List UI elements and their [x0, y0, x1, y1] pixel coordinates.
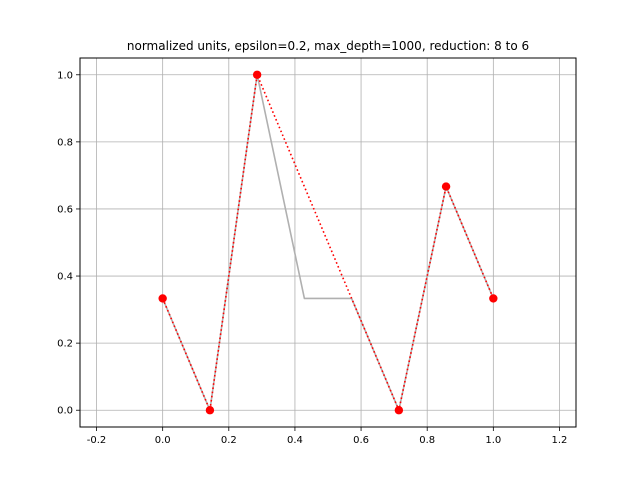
simplified-series-point	[394, 406, 404, 415]
y-tick-label: 0.8	[57, 137, 73, 148]
y-tick-label: 0.0	[57, 406, 73, 417]
grid	[80, 58, 576, 427]
y-tick-label: 1.0	[57, 70, 73, 81]
simplified-series-point	[489, 294, 498, 303]
ticks: -0.2 0.0 0.2 0.4 0.6 0.8 1.0 1.2 0.0 0.2 0.4 0.6 0.8…	[57, 70, 567, 446]
series-layer	[158, 70, 498, 415]
simplified-series-point	[252, 70, 262, 79]
y-tick-label: 0.6	[57, 204, 73, 215]
x-tick-label: 0.4	[287, 435, 303, 446]
simplified-series-line	[161, 71, 495, 414]
x-tick-label: 1.2	[552, 435, 568, 446]
simplified-series-point	[158, 294, 167, 303]
x-tick-label: 0.6	[353, 435, 369, 446]
x-tick-label: 0.2	[221, 435, 237, 446]
y-tick-label: 0.4	[57, 272, 73, 283]
x-tick-label: 0.8	[419, 435, 435, 446]
x-tick-label: 0.0	[155, 435, 171, 446]
y-tick-label: 0.2	[57, 339, 73, 350]
chart-title: normalized units, epsilon=0.2, max_depth…	[127, 39, 529, 53]
plot-area-frame	[79, 57, 577, 428]
x-tick-label: 1.0	[485, 435, 501, 446]
simplified-series-point	[441, 182, 451, 191]
x-tick-label: -0.2	[87, 435, 107, 446]
simplified-series-point	[205, 406, 215, 415]
